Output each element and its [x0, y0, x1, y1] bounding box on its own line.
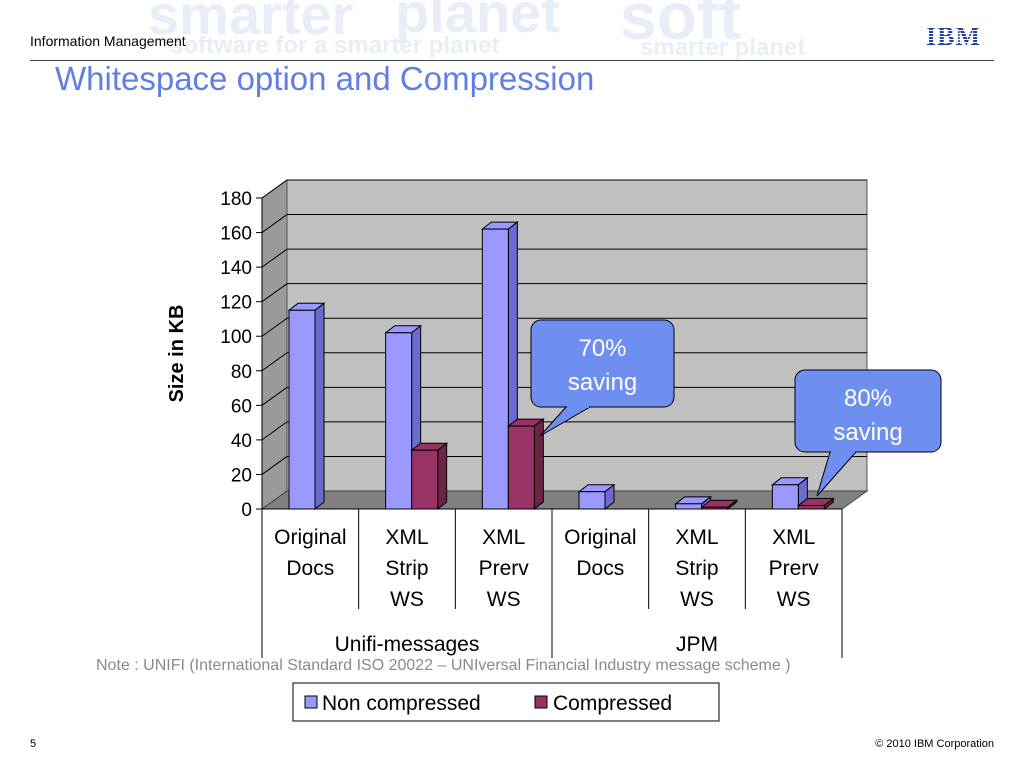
copyright: © 2010 IBM Corporation	[875, 738, 994, 750]
y-tick-label: 40	[231, 431, 252, 452]
x-tick-label: XML	[385, 526, 428, 549]
gridline-side	[261, 317, 288, 337]
y-tick-label: 60	[231, 396, 252, 417]
bar-non-compressed	[675, 503, 703, 510]
y-tick-label: 120	[220, 293, 252, 314]
x-tick-label: Docs	[576, 557, 624, 580]
savings-callout-percent: 70%	[578, 335, 626, 362]
gridline-side	[261, 248, 288, 268]
x-tick-label: Docs	[286, 557, 334, 580]
bar-non-compressed	[288, 309, 316, 510]
bar-non-compressed	[481, 228, 509, 510]
bar-compressed	[411, 449, 439, 510]
header-divider	[30, 60, 994, 61]
savings-callout-percent: 80%	[844, 385, 892, 412]
section-label: Information Management	[30, 33, 186, 49]
savings-callout-label: saving	[568, 369, 637, 396]
legend-label-non-compressed: Non compressed	[322, 692, 481, 715]
x-tick-label: Prerv	[479, 557, 530, 580]
y-tick-label: 80	[231, 362, 252, 383]
bar-compressed-side	[437, 442, 448, 511]
x-tick-label: Original	[564, 526, 636, 549]
y-tick-label: 100	[220, 327, 252, 348]
bar-non-compressed	[771, 484, 799, 510]
ibm-logo: IBM	[926, 22, 981, 51]
x-tick-label: WS	[680, 588, 714, 611]
gridline-side	[261, 214, 288, 233]
x-tick-label: XML	[482, 526, 525, 549]
gridline-side	[261, 179, 288, 199]
savings-callout	[530, 319, 675, 408]
slide-title: Whitespace option and Compression	[55, 60, 595, 97]
bar-compressed-side	[533, 418, 544, 511]
page-number: 5	[30, 738, 37, 750]
savings-callout-label: saving	[833, 419, 902, 446]
bar-compressed	[797, 505, 825, 510]
legend-box	[292, 682, 720, 722]
y-tick-label: 0	[241, 500, 252, 521]
x-tick-label: Prerv	[769, 557, 820, 580]
legend-label-compressed: Compressed	[553, 692, 672, 715]
x-tick-label: XML	[675, 526, 718, 549]
x-tick-label: WS	[390, 588, 424, 611]
y-tick-label: 140	[220, 258, 252, 279]
gridline-side	[261, 283, 288, 303]
gridline-side	[261, 386, 288, 406]
y-tick-label: 180	[220, 189, 252, 210]
x-tick-label: Original	[274, 526, 346, 549]
footnote: Note : UNIFI (International Standard ISO…	[96, 657, 791, 674]
y-axis-label: Size in KB	[166, 305, 188, 403]
gridline-side	[261, 456, 288, 475]
x-tick-label: Strip	[675, 557, 718, 580]
bar-non-compressed	[578, 491, 606, 510]
bar-non-compressed-side	[314, 302, 325, 511]
legend-swatch-compressed	[534, 695, 548, 709]
gridline-side	[261, 421, 288, 441]
gridline-side	[261, 352, 288, 372]
group-label: Unifi-messages	[335, 633, 480, 656]
bar-non-compressed	[385, 332, 413, 510]
x-tick-label: WS	[487, 588, 521, 611]
x-tick-label: XML	[772, 526, 815, 549]
bar-compressed	[507, 425, 535, 510]
x-tick-label: Strip	[385, 557, 428, 580]
legend-swatch-non-compressed	[304, 695, 318, 709]
savings-callout	[794, 369, 942, 453]
x-tick-label: WS	[777, 588, 811, 611]
y-tick-label: 160	[220, 224, 252, 245]
group-label: JPM	[676, 633, 718, 656]
y-tick-label: 20	[231, 465, 252, 486]
